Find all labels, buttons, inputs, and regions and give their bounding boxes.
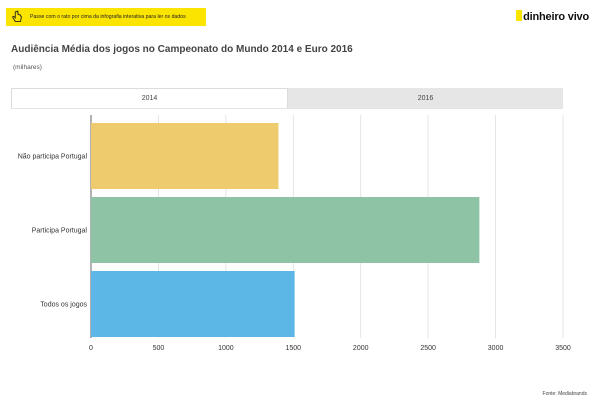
x-tick-label: 3000 [488,345,504,352]
hover-hint-banner[interactable]: Passe com o rato por cima da infografia … [6,8,206,26]
x-tick-label: 0 [89,345,93,352]
hand-pointer-icon [12,10,22,22]
x-tick-label: 1500 [285,345,301,352]
bar[interactable] [91,197,480,263]
brand-logo-text: dinheiro vivo [523,11,589,23]
x-tick-label: 2000 [353,345,369,352]
chart-title: Audiência Média dos jogos no Campeonato … [11,44,353,55]
source-note: Fonte: Mediabrands [542,391,587,397]
brand-logo: dinheiro vivo [516,10,589,23]
x-tick-label: 2500 [420,345,436,352]
year-tabs: 2014 2016 [11,88,563,108]
category-label: Participa Portugal [32,228,88,235]
x-tick-label: 3500 [555,345,571,352]
bar[interactable] [91,123,279,189]
logo-mark [516,10,523,21]
chart-subtitle: (milhares) [13,64,42,71]
tabs-divider [11,108,563,109]
category-label: Todos os jogos [40,302,87,309]
x-tick-label: 1000 [218,345,234,352]
tab-2016[interactable]: 2016 [288,88,563,108]
hover-hint-text: Passe com o rato por cima da infografia … [30,14,186,20]
x-tick-label: 500 [153,345,165,352]
category-label: Não participa Portugal [18,154,88,161]
bar-chart: 0 500 1000 1500 2000 2500 3000 3500 Não particip… [18,115,571,352]
bar[interactable] [91,271,295,337]
tab-2014[interactable]: 2014 [11,88,288,108]
